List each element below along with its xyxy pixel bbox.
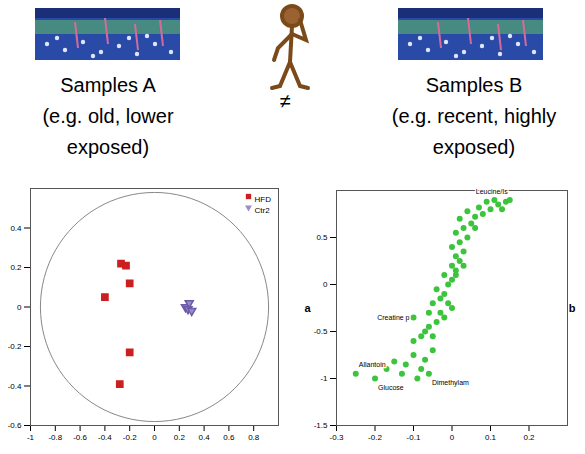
svg-text:Creatine p: Creatine p xyxy=(377,314,409,322)
svg-text:0: 0 xyxy=(152,433,157,442)
svg-text:0.6: 0.6 xyxy=(223,433,235,442)
svg-text:-0.8: -0.8 xyxy=(48,433,62,442)
svg-text:-0.2: -0.2 xyxy=(8,342,22,351)
svg-text:0.1: 0.1 xyxy=(485,433,497,442)
svg-text:-0.2: -0.2 xyxy=(123,433,137,442)
svg-text:-0.6: -0.6 xyxy=(73,433,87,442)
svg-text:exposed): exposed) xyxy=(433,136,515,158)
svg-text:0: 0 xyxy=(323,280,328,289)
svg-text:-0.6: -0.6 xyxy=(8,421,22,430)
svg-text:0.2: 0.2 xyxy=(10,263,22,272)
svg-text:Allantoin: Allantoin xyxy=(359,361,386,368)
svg-text:0.2: 0.2 xyxy=(523,433,535,442)
svg-text:-1: -1 xyxy=(27,433,35,442)
svg-text:0: 0 xyxy=(17,303,22,312)
svg-text:≠: ≠ xyxy=(280,90,291,112)
svg-text:-0.5: -0.5 xyxy=(314,327,328,336)
svg-text:(e.g. recent, highly: (e.g. recent, highly xyxy=(392,105,557,127)
svg-text:0.2: 0.2 xyxy=(174,433,186,442)
svg-text:-0.1: -0.1 xyxy=(407,433,421,442)
svg-text:-0.2: -0.2 xyxy=(368,433,382,442)
svg-text:0.4: 0.4 xyxy=(10,224,22,233)
svg-text:-0.4: -0.4 xyxy=(8,382,22,391)
svg-text:0.4: 0.4 xyxy=(199,433,211,442)
svg-text:-1: -1 xyxy=(320,374,328,383)
svg-text:(e.g. old, lower: (e.g. old, lower xyxy=(42,105,174,127)
svg-text:Glucose: Glucose xyxy=(378,384,404,391)
svg-text:0.8: 0.8 xyxy=(248,433,260,442)
svg-text:Dimethylam: Dimethylam xyxy=(432,379,469,387)
svg-text:HFD: HFD xyxy=(255,195,272,204)
svg-text:0: 0 xyxy=(450,433,455,442)
svg-text:Samples B: Samples B xyxy=(426,74,523,96)
svg-text:-1.5: -1.5 xyxy=(314,421,328,430)
svg-text:exposed): exposed) xyxy=(67,136,149,158)
svg-text:a: a xyxy=(305,302,312,314)
svg-text:Samples A: Samples A xyxy=(60,74,156,96)
svg-text:b: b xyxy=(569,302,576,314)
svg-text:Leucine/Is: Leucine/Is xyxy=(476,188,508,195)
svg-text:Ctr2: Ctr2 xyxy=(255,206,271,215)
svg-text:0.5: 0.5 xyxy=(316,233,328,242)
svg-text:-0.4: -0.4 xyxy=(98,433,112,442)
svg-text:-0.3: -0.3 xyxy=(330,433,344,442)
